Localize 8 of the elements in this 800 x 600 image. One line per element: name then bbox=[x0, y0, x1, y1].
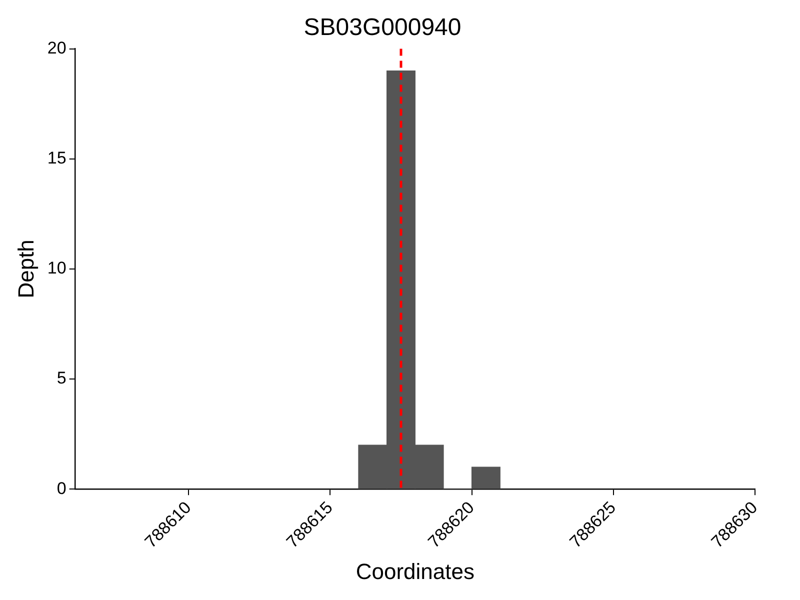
chart-title: SB03G000940 bbox=[304, 14, 462, 42]
y-tick-label: 5 bbox=[56, 368, 66, 388]
x-axis-title: Coordinates bbox=[356, 558, 474, 584]
y-tick-label: 20 bbox=[47, 38, 66, 58]
y-axis-title: Depth bbox=[13, 240, 38, 298]
y-tick-label: 10 bbox=[47, 258, 66, 278]
y-tick-label: 0 bbox=[56, 478, 66, 498]
y-tick-label: 15 bbox=[47, 148, 66, 168]
